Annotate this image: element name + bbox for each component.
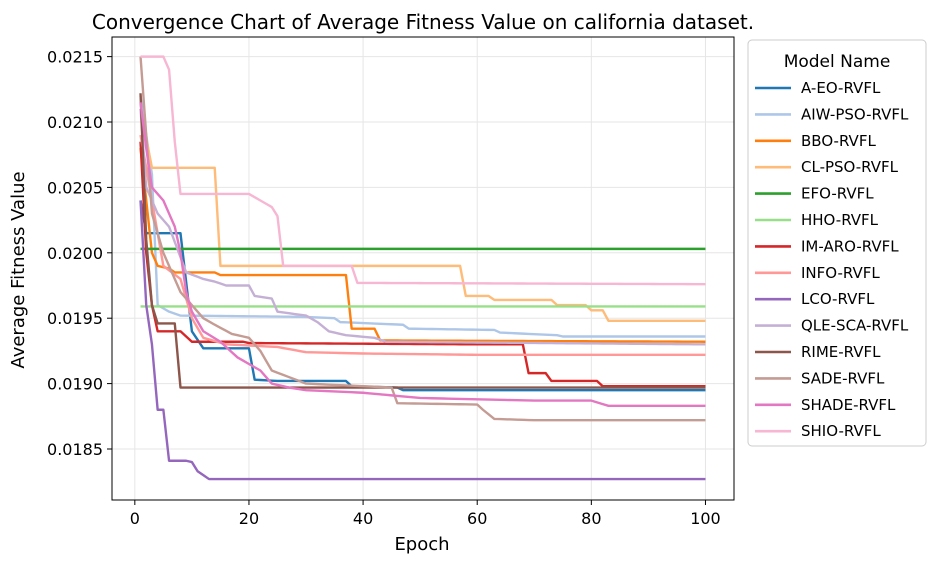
x-tick-label: 60 <box>467 509 487 528</box>
legend-item: SADE-RVFL <box>755 369 885 387</box>
y-tick-label: 0.0195 <box>47 309 103 328</box>
series-line-shio-rvfl <box>140 55 706 286</box>
legend-item: AIW-PSO-RVFL <box>755 105 909 123</box>
legend-item: SHIO-RVFL <box>755 422 881 440</box>
chart-title: Convergence Chart of Average Fitness Val… <box>92 10 754 34</box>
series-line-qle-sca-rvfl <box>139 108 706 346</box>
series-line-rime-rvfl <box>139 93 706 389</box>
legend-label: INFO-RVFL <box>801 264 880 282</box>
legend-label: IM-ARO-RVFL <box>801 237 899 255</box>
legend-item: RIME-RVFL <box>755 343 881 361</box>
series-line-aiw-pso-rvfl <box>139 95 706 338</box>
y-tick-label: 0.0215 <box>47 48 103 67</box>
legend-label: A-EO-RVFL <box>801 79 881 97</box>
grid <box>112 37 734 500</box>
legend-label: RIME-RVFL <box>801 343 881 361</box>
legend-label: SADE-RVFL <box>801 369 885 387</box>
series-line-im-aro-rvfl <box>139 141 706 388</box>
legend: Model Name A-EO-RVFL AIW-PSO-RVFL BBO-RVFL… <box>747 39 927 447</box>
legend-item: INFO-RVFL <box>755 264 880 282</box>
y-tick-label: 0.0205 <box>47 178 103 197</box>
x-tick-label: 40 <box>353 509 373 528</box>
legend-item: EFO-RVFL <box>755 185 874 203</box>
legend-label: CL-PSO-RVFL <box>801 158 899 176</box>
legend-item: SHADE-RVFL <box>755 396 896 414</box>
plot-frame <box>111 36 735 501</box>
legend-item: LCO-RVFL <box>755 290 875 308</box>
x-axis-label: Epoch <box>394 534 449 555</box>
x-axis-ticks: 0 20 40 60 80 100 <box>130 500 721 528</box>
legend-label: QLE-SCA-RVFL <box>801 317 909 335</box>
legend-label: HHO-RVFL <box>801 211 879 229</box>
legend-label: LCO-RVFL <box>801 290 875 308</box>
legend-label: BBO-RVFL <box>801 132 876 150</box>
y-tick-label: 0.0190 <box>47 375 103 394</box>
legend-label: AIW-PSO-RVFL <box>801 105 909 123</box>
legend-label: SHADE-RVFL <box>801 396 896 414</box>
legend-items: A-EO-RVFL AIW-PSO-RVFL BBO-RVFL CL-PSO-RVFL… <box>755 79 909 440</box>
series-line-a-eo-rvfl <box>139 200 706 392</box>
y-axis-label: Average Fitness Value <box>8 171 29 368</box>
legend-item: A-EO-RVFL <box>755 79 881 97</box>
legend-item: CL-PSO-RVFL <box>755 158 899 176</box>
x-tick-label: 20 <box>239 509 259 528</box>
y-tick-label: 0.0210 <box>47 113 103 132</box>
series-line-info-rvfl <box>139 134 706 357</box>
y-tick-label: 0.0185 <box>47 440 103 459</box>
legend-item: HHO-RVFL <box>755 211 879 229</box>
series-line-lco-rvfl <box>139 200 706 481</box>
legend-item: IM-ARO-RVFL <box>755 237 899 255</box>
legend-item: BBO-RVFL <box>755 132 876 150</box>
legend-item: QLE-SCA-RVFL <box>755 317 909 335</box>
series-line-shade-rvfl <box>139 102 706 408</box>
y-tick-label: 0.0200 <box>47 244 103 263</box>
legend-label: EFO-RVFL <box>801 185 874 203</box>
y-axis-ticks: 0.0185 0.0190 0.0195 0.0200 0.0205 0.0210 0.02… <box>47 48 112 459</box>
legend-title: Model Name <box>784 52 891 72</box>
series-line-cl-pso-rvfl <box>139 108 706 323</box>
legend-label: SHIO-RVFL <box>801 422 881 440</box>
series-line-sade-rvfl <box>139 56 706 422</box>
x-tick-label: 80 <box>581 509 601 528</box>
legend-box <box>747 39 927 447</box>
series-lines <box>139 55 706 481</box>
series-line-bbo-rvfl <box>139 148 706 343</box>
x-tick-label: 0 <box>130 509 140 528</box>
x-tick-label: 100 <box>690 509 721 528</box>
